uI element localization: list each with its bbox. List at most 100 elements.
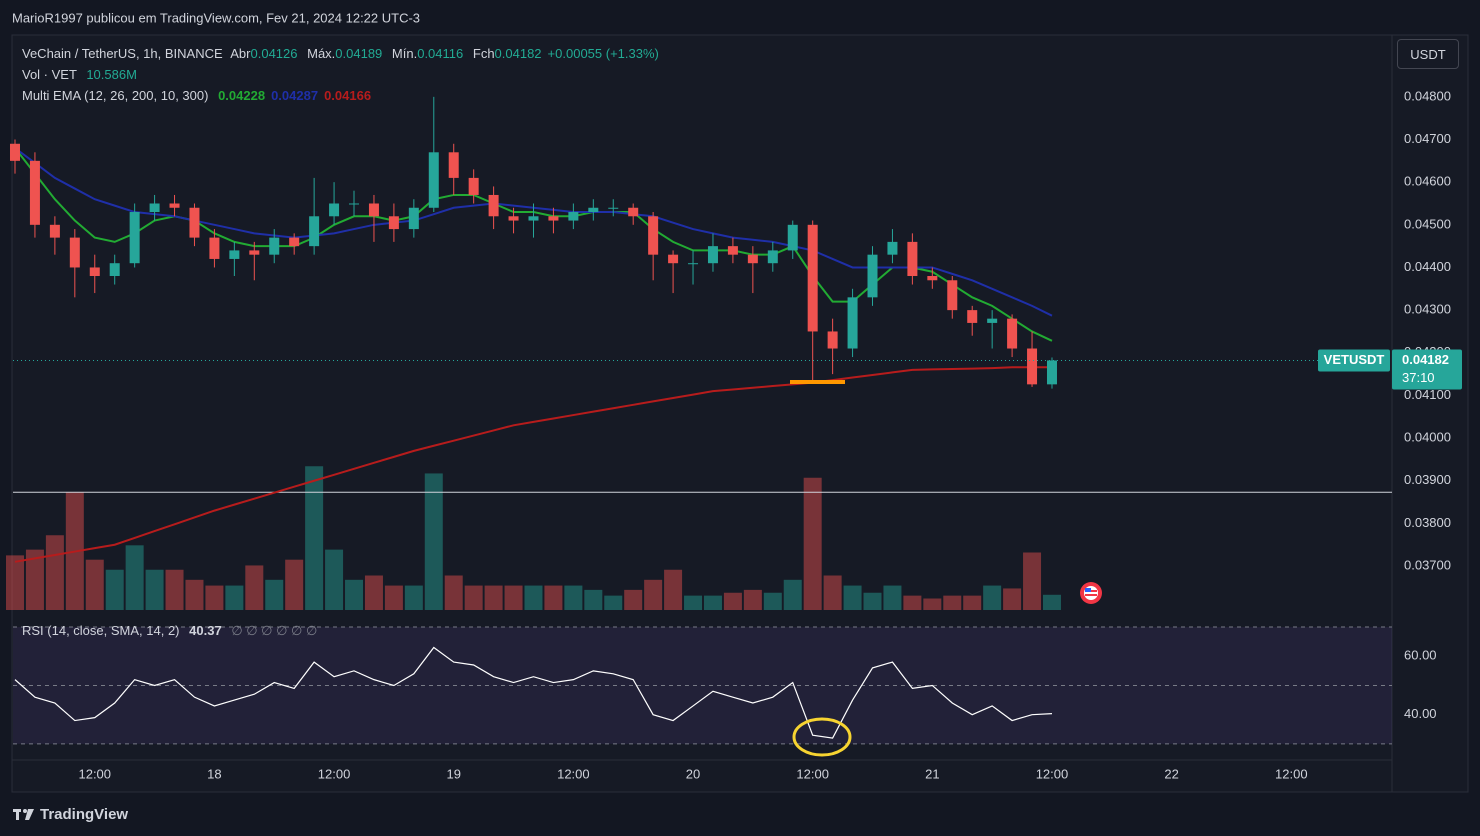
volume-bar [265, 579, 284, 610]
volume-bar [285, 559, 304, 610]
candle-body [807, 224, 818, 332]
rsi-line [14, 646, 1053, 739]
volume-bar [843, 585, 862, 610]
ema-name: Multi EMA (12, 26, 200, 10, 300) [22, 88, 209, 103]
candle-body [149, 203, 160, 213]
volume-bar [345, 579, 364, 610]
countdown: 37:10 [1402, 370, 1435, 385]
candle-body [69, 237, 80, 268]
y-tick-label: 0.04700 [1404, 131, 1451, 146]
y-tick-label: 0.04300 [1404, 302, 1451, 317]
volume-bar [664, 569, 683, 610]
y-tick-label: 0.04100 [1404, 387, 1451, 402]
y-tick-label: 0.03800 [1404, 515, 1451, 530]
candle-body [787, 224, 798, 251]
candle-body [269, 237, 280, 255]
candle-body [229, 250, 240, 259]
candle-body [388, 216, 399, 230]
x-tick-label: 12:00 [318, 766, 351, 781]
candle-body [628, 207, 639, 217]
close-label: Fch [472, 46, 495, 61]
volume-bar [963, 595, 982, 610]
candle-body [608, 207, 619, 209]
ema-line [14, 366, 1052, 563]
candle-body [29, 160, 40, 225]
change: +0.00055 (+1.33%) [547, 46, 659, 61]
candle-body [448, 152, 459, 178]
rsi-name: RSI (14, close, SMA, 14, 2) [22, 623, 180, 638]
volume-bar [524, 585, 543, 610]
volume-bar [604, 595, 623, 610]
candle-body [767, 250, 778, 264]
volume-bar [444, 575, 463, 610]
volume-bar [105, 569, 124, 610]
y-tick-label: 0.04800 [1404, 88, 1451, 103]
x-tick-label: 20 [686, 766, 700, 781]
candle-body [468, 177, 479, 195]
y-tick-label: 0.04000 [1404, 430, 1451, 445]
x-tick-label: 12:00 [557, 766, 590, 781]
x-tick-label: 12:00 [1036, 766, 1069, 781]
candle-body [947, 280, 958, 311]
volume-bar [325, 549, 344, 610]
rsi-value: 40.37 [189, 623, 222, 638]
volume-bar [644, 579, 663, 610]
y-tick-label: 0.04500 [1404, 216, 1451, 231]
ema-value: 0.04228 [218, 88, 266, 103]
close-value: 0.04182 [494, 46, 542, 61]
volume-bar [544, 585, 563, 610]
candle-body [688, 263, 699, 265]
candle-body [1007, 318, 1018, 349]
candle-body [189, 207, 200, 238]
volume-bar [1003, 588, 1022, 610]
candle-body [827, 331, 838, 349]
volume-bar [125, 545, 144, 610]
candle-body [588, 207, 599, 213]
candle-body [727, 246, 738, 255]
volume-bar [743, 589, 762, 610]
volume-bar [305, 466, 324, 610]
rsi-extras: ∅ ∅ ∅ ∅ ∅ ∅ [231, 623, 318, 638]
y-tick-label: 0.03900 [1404, 472, 1451, 487]
symbol-tag: VETUSDT [1324, 352, 1385, 367]
volume-bar [723, 592, 742, 610]
volume-bar [783, 579, 802, 610]
candle-body [967, 310, 978, 323]
price-tag: 0.04182 [1402, 352, 1449, 367]
volume-bar [624, 589, 643, 610]
low-label: Mín. [391, 46, 418, 61]
volume-bar [983, 585, 1002, 610]
candle-body [548, 216, 559, 221]
volume-bar [484, 585, 503, 610]
volume-bar [384, 585, 403, 610]
rsi-legend: RSI (14, close, SMA, 14, 2) 40.37 ∅ ∅ ∅ … [22, 623, 317, 639]
volume-bar [703, 595, 722, 610]
volume-bar [404, 585, 423, 610]
volume-legend: Vol · VET 10.586M [22, 67, 143, 82]
x-tick-label: 18 [207, 766, 221, 781]
volume-bar [584, 589, 603, 610]
candle-body [1027, 348, 1038, 385]
volume-bar [364, 575, 383, 610]
candle-body [169, 203, 180, 208]
highlight-circle [792, 717, 852, 757]
volume-bar [903, 595, 922, 610]
y-tick-label: 0.04600 [1404, 174, 1451, 189]
flag-icon [1080, 582, 1102, 604]
volume-bar [823, 575, 842, 610]
open-label: Abr [230, 46, 251, 61]
candle-body [1046, 360, 1057, 385]
volume-bar [1023, 552, 1042, 610]
candle-body [707, 246, 718, 264]
volume-bar [225, 585, 244, 610]
volume-bar [763, 592, 782, 610]
volume-bar [943, 595, 962, 610]
currency-button[interactable]: USDT [1397, 39, 1459, 69]
volume-bar [504, 585, 523, 610]
candle-body [329, 203, 340, 217]
candle-body [368, 203, 379, 217]
volume-bar [25, 549, 44, 610]
rsi-tick-label: 40.00 [1404, 706, 1437, 721]
